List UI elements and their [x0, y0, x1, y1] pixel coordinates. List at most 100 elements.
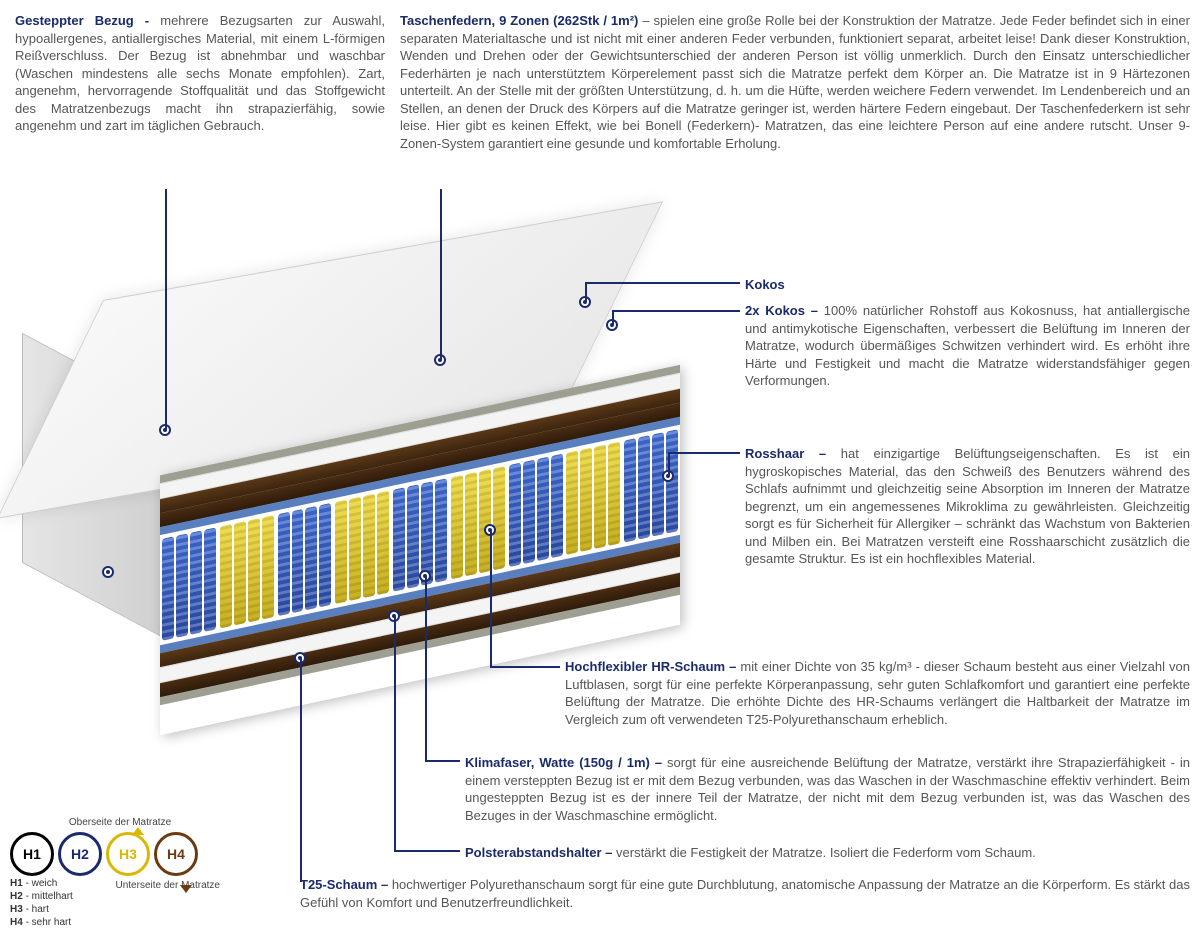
spring-zone [276, 502, 334, 616]
line-kokos2-h [612, 310, 740, 312]
klima-title: Klimafaser, Watte (150g / 1m) – [465, 755, 662, 770]
spring-zone [622, 429, 680, 543]
spring [162, 536, 174, 641]
spring [435, 478, 447, 583]
springs-title: Taschenfedern, 9 Zonen (262Stk / 1m²) [400, 13, 638, 28]
spring [523, 460, 535, 565]
spring-zone [564, 441, 622, 555]
line-kokos-v [585, 282, 587, 302]
spring [638, 435, 650, 540]
firmness-key-row: H3 - hart [10, 903, 73, 916]
polster-title: Polsterabstandshalter – [465, 845, 612, 860]
spring [190, 530, 202, 635]
spring [407, 484, 419, 589]
line-kokos-h [585, 282, 740, 284]
kokos-single-title: Kokos [745, 277, 785, 292]
spring [262, 515, 274, 620]
spring-zone [449, 466, 507, 580]
line-kokos2-v [612, 310, 614, 325]
legend-top-label: Oberseite der Matratze [10, 817, 230, 828]
spring-zone [160, 527, 218, 641]
firmness-key: H1 - weichH2 - mittelhartH3 - hartH4 - s… [10, 877, 73, 929]
firmness-key-row: H2 - mittelhart [10, 890, 73, 903]
spring [566, 450, 578, 555]
firmness-key-code: H2 [10, 891, 23, 902]
spring [377, 491, 389, 596]
spring [493, 466, 505, 571]
spring [624, 438, 636, 543]
line-polster-v [394, 616, 396, 850]
arrow-down-icon [180, 885, 192, 893]
kokos-double-title: 2x Kokos – [745, 303, 818, 318]
hr-schaum: Hochflexibler HR-Schaum – mit einer Dich… [565, 658, 1190, 728]
firmness-key-row: H4 - sehr hart [10, 916, 73, 929]
firmness-key-label: - sehr hart [23, 917, 71, 928]
spring [335, 499, 347, 604]
klimafaser: Klimafaser, Watte (150g / 1m) – sorgt fü… [465, 754, 1190, 824]
firmness-badge-h1: H1 [10, 832, 54, 876]
spring [248, 518, 260, 623]
spring-zone [507, 453, 565, 567]
t25: T25-Schaum – hochwertiger Polyurethansch… [300, 876, 1190, 911]
kokos-single: Kokos [745, 276, 945, 294]
line-cover [165, 189, 167, 430]
firmness-key-label: - weich [23, 878, 57, 889]
line-klima-h [425, 760, 460, 762]
firmness-key-row: H1 - weich [10, 877, 73, 890]
line-springs [440, 189, 442, 360]
spring [652, 432, 664, 537]
firmness-key-code: H1 [10, 878, 23, 889]
line-hr-v [490, 530, 492, 666]
spring [594, 444, 606, 549]
spring [451, 475, 463, 580]
hr-title: Hochflexibler HR-Schaum – [565, 659, 736, 674]
line-t25-v [300, 658, 302, 882]
line-ross-v [668, 452, 670, 476]
mattress-diagram [20, 240, 740, 660]
firmness-key-label: - mittelhart [23, 891, 73, 902]
spring [234, 521, 246, 626]
spring-zone [218, 515, 276, 629]
firmness-key-code: H3 [10, 904, 23, 915]
firmness-key-label: - hart [23, 904, 49, 915]
spring [551, 454, 563, 559]
polster: Polsterabstandshalter – verstärkt die Fe… [465, 844, 1190, 862]
arrow-up-icon [132, 827, 144, 835]
firmness-key-code: H4 [10, 917, 23, 928]
springs-body: – spielen eine große Rolle bei der Konst… [400, 13, 1190, 151]
spring [537, 457, 549, 562]
polster-body: verstärkt die Festigkeit der Matratze. I… [616, 845, 1036, 860]
firmness-badge-h3: H3 [106, 832, 150, 876]
spring [509, 463, 521, 568]
dot-side [102, 566, 114, 578]
spring [580, 447, 592, 552]
spring [319, 503, 331, 608]
line-ross-h [668, 452, 740, 454]
t25-title: T25-Schaum – [300, 877, 388, 892]
spring [292, 509, 304, 614]
t25-body: hochwertiger Polyurethanschaum sorgt für… [300, 877, 1190, 910]
line-polster-h [394, 850, 460, 852]
rosshaar-title: Rosshaar – [745, 446, 826, 461]
line-hr-h [490, 666, 560, 668]
cover-title: Gesteppter Bezug - [15, 13, 149, 28]
spring [393, 487, 405, 592]
springs-description: Taschenfedern, 9 Zonen (262Stk / 1m²) – … [400, 12, 1190, 152]
spring [349, 496, 361, 601]
kokos-double: 2x Kokos – 100% natürlicher Rohstoff aus… [745, 302, 1190, 390]
legend-circles: H1H2H3H4 [10, 832, 230, 876]
spring-zone [333, 490, 391, 604]
rosshaar: Rosshaar – hat einzigartige Belüftungsei… [745, 445, 1190, 568]
spring [479, 469, 491, 574]
spring [363, 494, 375, 599]
firmness-badge-h4: H4 [154, 832, 198, 876]
line-klima-v [425, 576, 427, 760]
spring [278, 512, 290, 617]
firmness-badge-h2: H2 [58, 832, 102, 876]
spring [465, 472, 477, 577]
cover-body: mehrere Bezugsarten zur Auswahl, hypoall… [15, 13, 385, 133]
spring [204, 527, 216, 632]
spring [220, 524, 232, 629]
cover-description: Gesteppter Bezug - mehrere Bezugsarten z… [15, 12, 385, 135]
rosshaar-body: hat einzigartige Belüftungseigenschaften… [745, 446, 1190, 566]
